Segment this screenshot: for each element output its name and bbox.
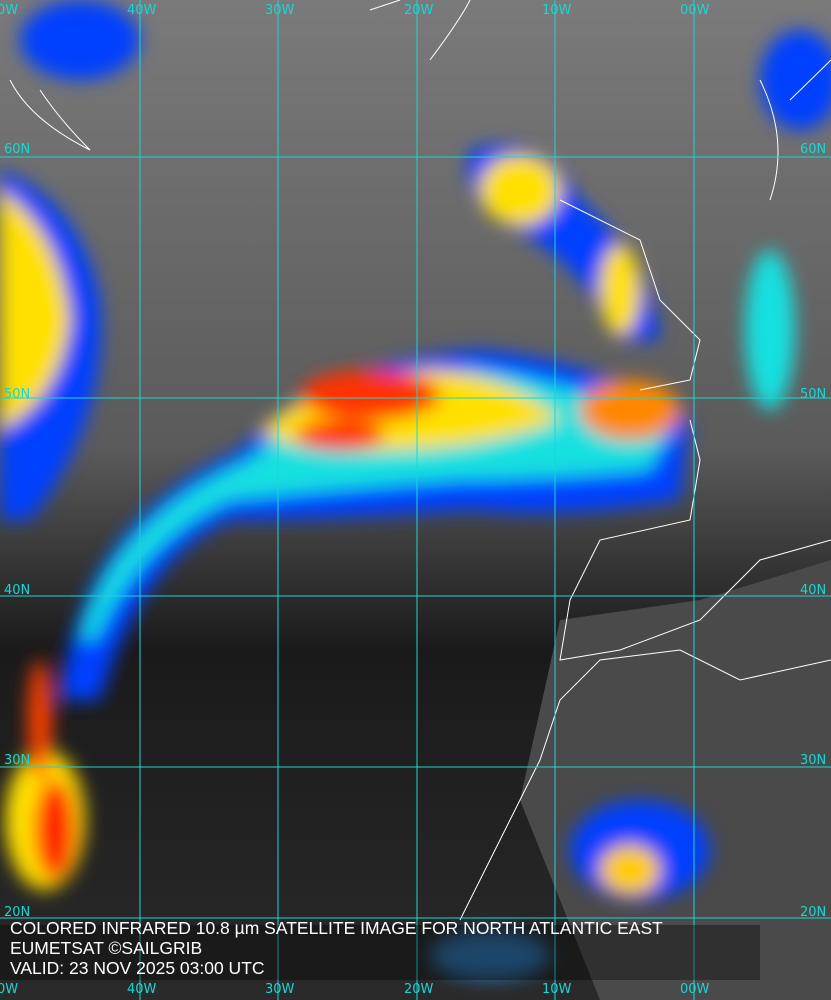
africa-iberia-land: [520, 560, 831, 1000]
lon-label-top: 30W: [265, 3, 295, 18]
lat-label-left: 20N: [4, 905, 31, 920]
lon-label-bottom: 40W: [127, 982, 157, 997]
caption-shade: [0, 925, 760, 980]
lat-label-right: 30N: [800, 753, 827, 768]
lon-label-top: 0W: [0, 3, 19, 18]
lon-label-bottom: 20W: [404, 982, 434, 997]
image-title: COLORED INFRARED 10.8 µm SATELLITE IMAGE…: [10, 918, 663, 938]
lat-label-right: 40N: [800, 583, 827, 598]
lon-label-bottom: 0W: [0, 982, 19, 997]
lat-label-right: 60N: [800, 142, 827, 157]
valid-time: VALID: 23 NOV 2025 03:00 UTC: [10, 958, 265, 978]
lon-label-top: 40W: [127, 3, 157, 18]
lon-label-top: 00W: [680, 3, 710, 18]
lat-label-left: 40N: [4, 583, 31, 598]
lon-label-top: 20W: [404, 3, 434, 18]
lat-label-left: 50N: [4, 387, 31, 402]
lon-label-bottom: 30W: [265, 982, 295, 997]
lon-label-bottom: 00W: [680, 982, 710, 997]
lat-label-right: 50N: [800, 387, 827, 402]
lat-label-left: 30N: [4, 753, 31, 768]
lon-label-bottom: 10W: [542, 982, 572, 997]
lat-label-right: 20N: [800, 905, 827, 920]
lon-label-top: 10W: [542, 3, 572, 18]
coastlines: [9, 0, 831, 921]
image-credit: EUMETSAT ©SAILGRIB: [10, 938, 203, 958]
lat-label-left: 60N: [4, 142, 31, 157]
